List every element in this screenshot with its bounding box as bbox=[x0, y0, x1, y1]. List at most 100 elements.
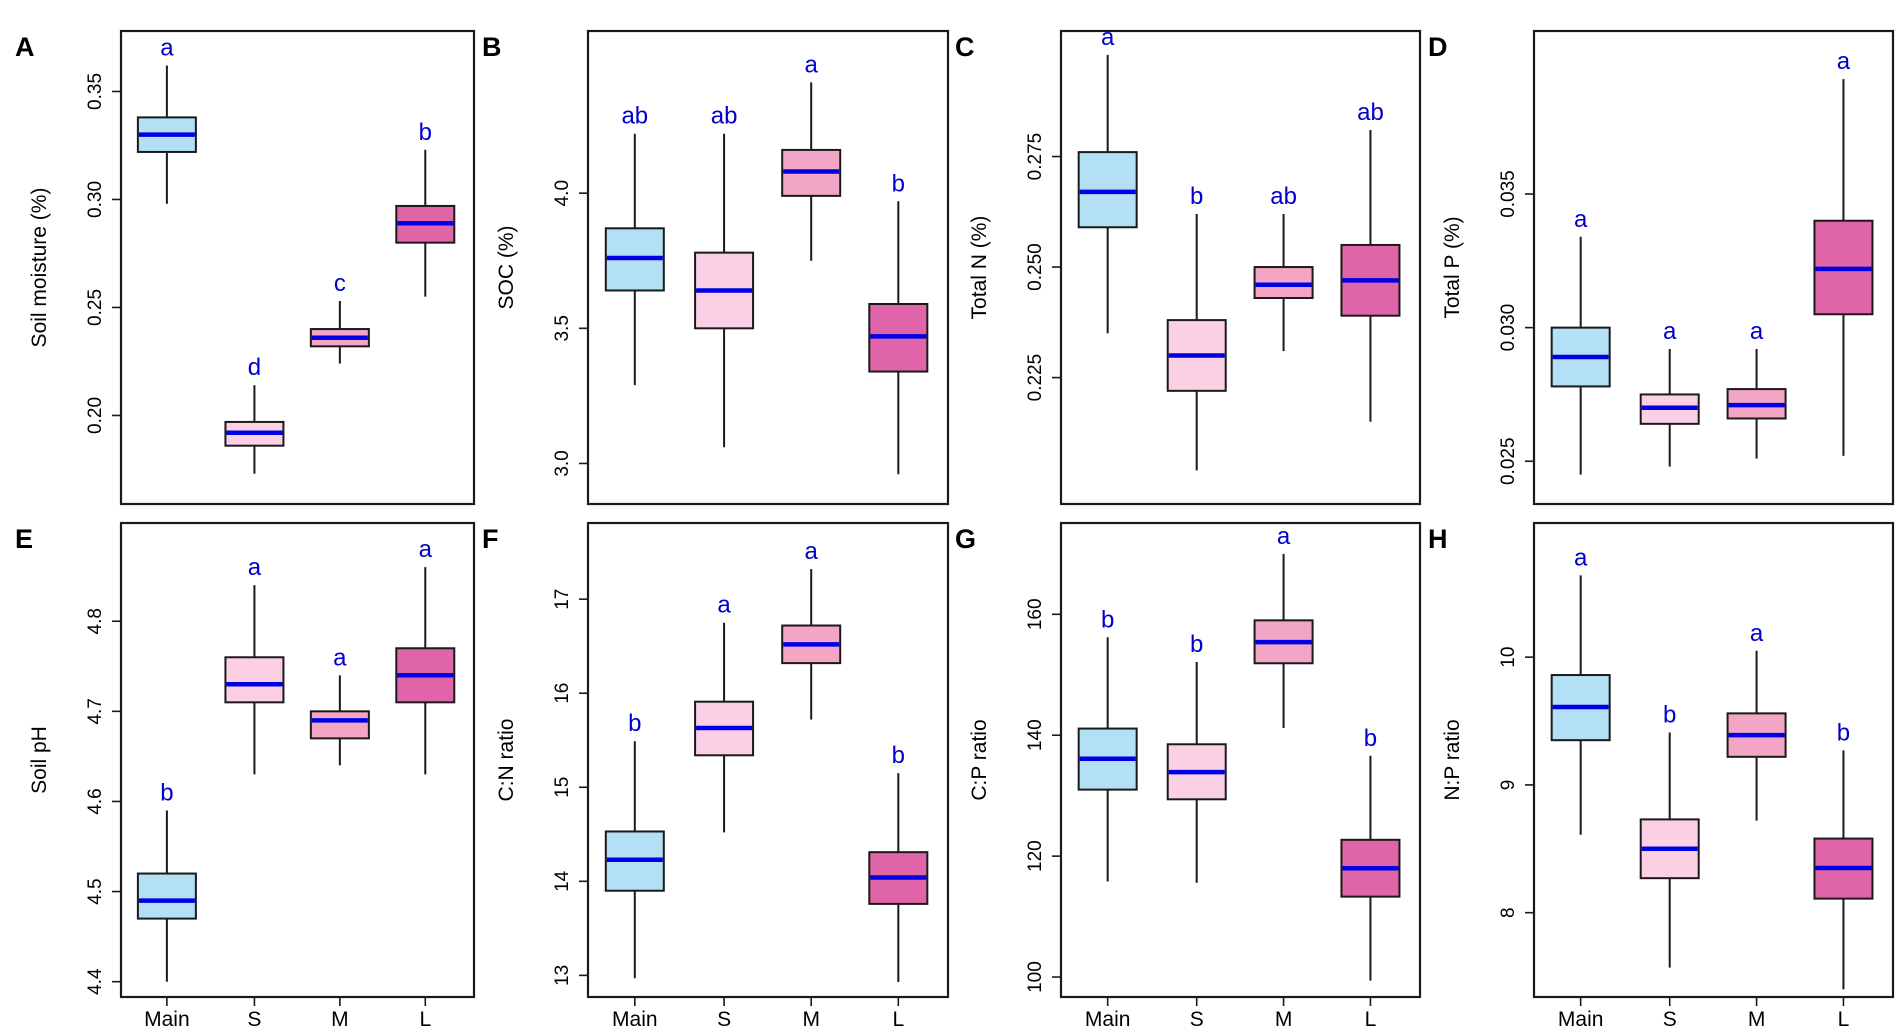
plot-frame bbox=[1532, 521, 1895, 999]
plot-frame bbox=[586, 521, 950, 999]
significance-letter: b bbox=[1190, 183, 1203, 210]
significance-letter: a bbox=[419, 536, 433, 563]
y-tick-label: 17 bbox=[552, 589, 573, 610]
panel-label: B bbox=[482, 32, 502, 62]
y-axis-label: SOC (%) bbox=[495, 226, 518, 310]
box-l: a bbox=[395, 536, 456, 775]
significance-letter: a bbox=[160, 35, 174, 62]
box-iqr bbox=[224, 656, 285, 704]
significance-letter: b bbox=[1101, 606, 1114, 633]
box-s: b bbox=[1166, 183, 1227, 471]
panel-label: H bbox=[1428, 524, 1448, 554]
x-tick-label: Main bbox=[144, 1008, 190, 1029]
box-m: a bbox=[1726, 620, 1787, 821]
y-tick-label: 4.6 bbox=[85, 788, 106, 814]
y-tick-label: 0.275 bbox=[1025, 133, 1046, 181]
box-m: a bbox=[1726, 318, 1787, 459]
box-l: a bbox=[1813, 48, 1874, 456]
panel-label: C bbox=[955, 32, 975, 62]
y-tick-label: 0.030 bbox=[1498, 304, 1519, 352]
y-tick-label: 0.035 bbox=[1498, 170, 1519, 218]
panel-d: D Total P (%) 0.025 0.030 0.035 a a a a bbox=[1428, 29, 1895, 506]
box-s: b bbox=[1166, 631, 1227, 883]
box-l: b bbox=[395, 119, 456, 297]
significance-letter: a bbox=[1750, 620, 1764, 647]
x-tick-label: L bbox=[892, 1008, 904, 1029]
y-tick-label: 14 bbox=[552, 870, 573, 892]
box-l: b bbox=[1340, 725, 1401, 981]
plot-frame bbox=[119, 29, 476, 506]
box-main: a bbox=[1550, 544, 1611, 835]
significance-letter: a bbox=[805, 51, 819, 78]
plot-frame bbox=[119, 521, 476, 999]
panel-label: E bbox=[15, 524, 33, 554]
y-tick-label: 4.7 bbox=[85, 698, 106, 724]
box-main: a bbox=[1550, 206, 1611, 475]
box-s: d bbox=[224, 354, 285, 474]
significance-letter: a bbox=[1101, 24, 1115, 51]
panel-f: F C:N ratio 13 14 15 16 17 b a a b Main S M L bbox=[482, 521, 950, 1029]
significance-letter: c bbox=[334, 270, 346, 297]
significance-letter: b bbox=[419, 119, 432, 146]
x-tick-label: L bbox=[1365, 1008, 1377, 1029]
y-tick-label: 0.225 bbox=[1025, 354, 1046, 402]
box-l: b bbox=[868, 742, 929, 982]
box-s: a bbox=[694, 592, 755, 833]
box-main: b bbox=[1077, 606, 1138, 882]
y-tick-label: 0.250 bbox=[1025, 243, 1046, 291]
significance-letter: b bbox=[892, 742, 905, 769]
box-s: ab bbox=[694, 103, 755, 448]
y-tick-label: 15 bbox=[552, 777, 573, 798]
box-m: a bbox=[781, 538, 842, 720]
x-tick-label: Main bbox=[612, 1008, 658, 1029]
x-tick-label: Main bbox=[1085, 1008, 1131, 1029]
box-m: ab bbox=[1253, 183, 1314, 352]
panel-g: G C:P ratio 100 120 140 160 b b a b Main S M L bbox=[955, 521, 1422, 1029]
significance-letter: ab bbox=[1270, 183, 1297, 210]
box-s: a bbox=[1639, 318, 1700, 467]
y-tick-label: 3.5 bbox=[552, 315, 573, 341]
y-axis-label: C:N ratio bbox=[495, 719, 518, 802]
x-tick-label: M bbox=[331, 1008, 349, 1029]
significance-letter: a bbox=[1750, 318, 1764, 345]
y-tick-label: 3.0 bbox=[552, 450, 573, 476]
y-axis-label: Soil moisture (%) bbox=[28, 188, 51, 348]
y-axis-label: N:P ratio bbox=[1441, 719, 1464, 800]
y-tick-label: 0.025 bbox=[1498, 437, 1519, 485]
significance-letter: ab bbox=[621, 103, 648, 130]
panel-a: A Soil moisture (%) 0.20 0.25 0.30 0.35 a d c b bbox=[15, 29, 476, 506]
box-iqr bbox=[309, 710, 370, 740]
y-tick-label: 10 bbox=[1498, 647, 1519, 668]
y-tick-label: 4.5 bbox=[85, 878, 106, 904]
x-tick-label: M bbox=[1748, 1008, 1766, 1029]
y-axis-label: C:P ratio bbox=[968, 719, 991, 800]
plot-frame bbox=[1532, 29, 1895, 506]
box-l: ab bbox=[1340, 99, 1401, 422]
panel-label: G bbox=[955, 524, 976, 554]
x-tick-label: L bbox=[419, 1008, 431, 1029]
y-axis-label: Total N (%) bbox=[968, 216, 991, 320]
significance-letter: ab bbox=[711, 103, 738, 130]
box-main: b bbox=[136, 779, 197, 982]
x-tick-label: Main bbox=[1558, 1008, 1604, 1029]
box-l: b bbox=[1813, 719, 1874, 990]
x-tick-label: S bbox=[247, 1008, 261, 1029]
panel-e: E Soil pH 4.4 4.5 4.6 4.7 4.8 b a a a Main S M L bbox=[15, 521, 476, 1029]
significance-letter: a bbox=[717, 592, 731, 619]
box-s: a bbox=[224, 554, 285, 775]
y-tick-label: 13 bbox=[552, 965, 573, 986]
significance-letter: a bbox=[1574, 206, 1588, 233]
significance-letter: a bbox=[248, 554, 262, 581]
significance-letter: b bbox=[1663, 702, 1676, 729]
y-tick-label: 0.20 bbox=[85, 397, 106, 434]
box-m: c bbox=[309, 270, 370, 364]
y-tick-label: 100 bbox=[1025, 961, 1046, 993]
significance-letter: a bbox=[1837, 48, 1851, 75]
box-main: a bbox=[1077, 24, 1138, 334]
y-tick-label: 4.8 bbox=[85, 608, 106, 634]
box-iqr bbox=[136, 872, 197, 920]
y-tick-label: 140 bbox=[1025, 719, 1046, 751]
panel-label: A bbox=[15, 32, 35, 62]
